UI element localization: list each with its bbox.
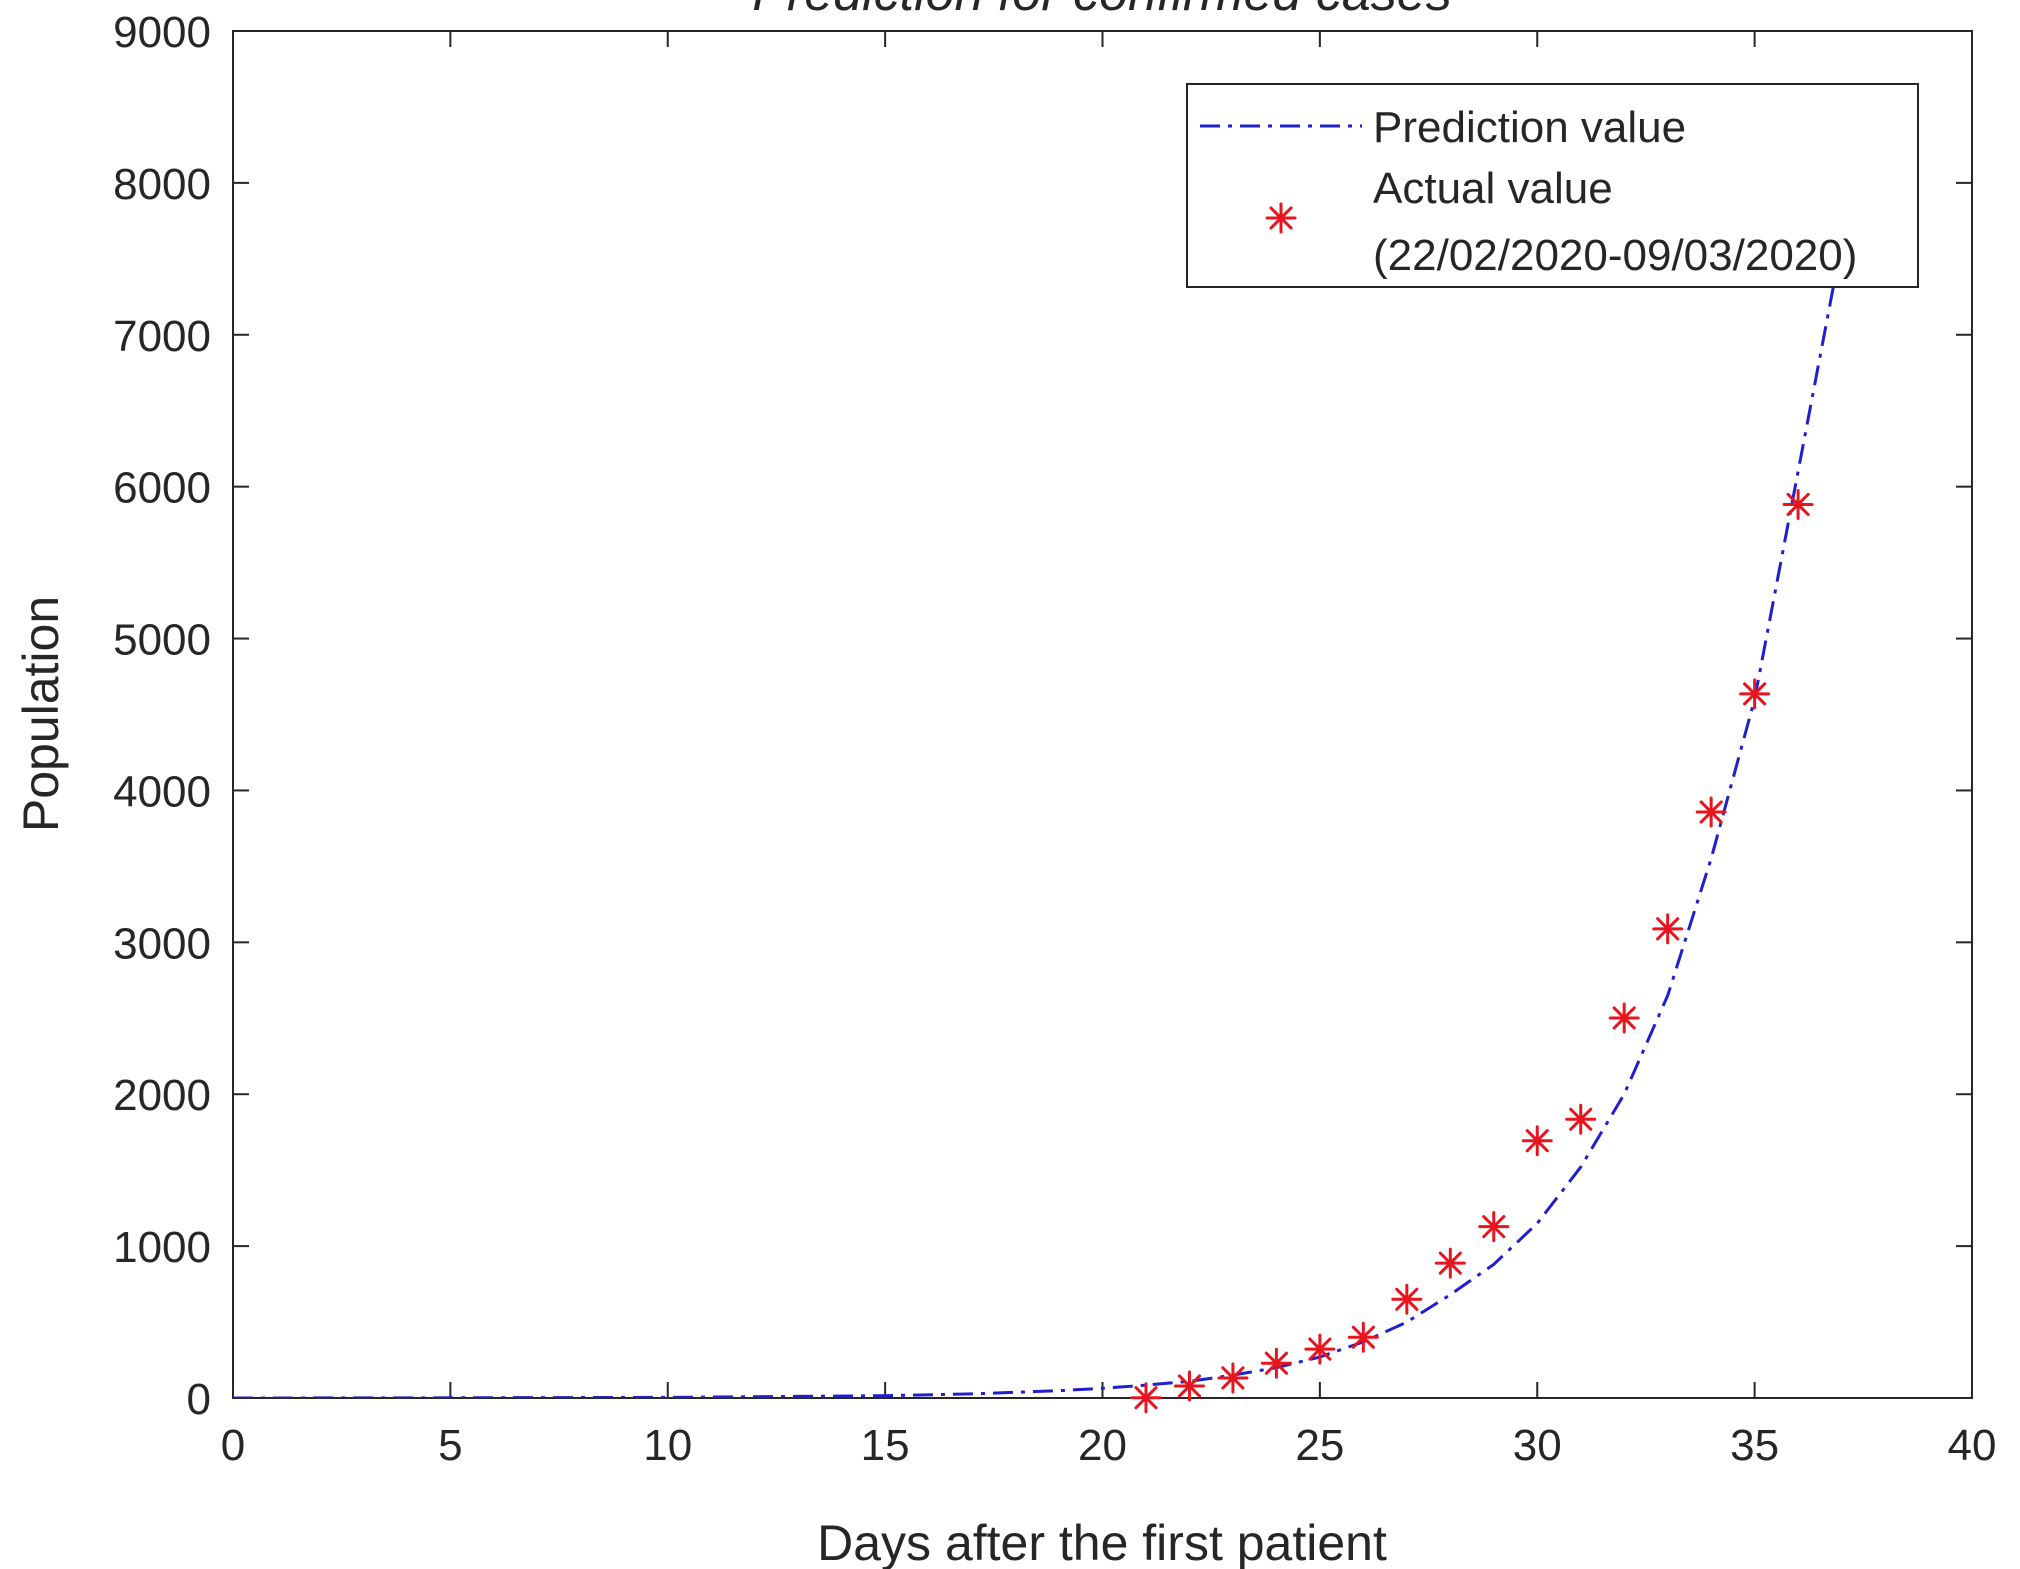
actual-point-11 <box>1608 1002 1640 1034</box>
legend-box <box>1186 83 1919 288</box>
x-tick-label-4: 20 <box>1078 1421 1127 1470</box>
actual-point-1 <box>1173 1370 1205 1402</box>
legend-actual-marker <box>1265 202 1297 234</box>
x-tick-label-6: 30 <box>1513 1421 1562 1470</box>
actual-point-15 <box>1782 488 1814 520</box>
y-tick-label-3: 3000 <box>113 919 211 968</box>
x-tick-label-1: 5 <box>438 1421 462 1470</box>
actual-point-4 <box>1304 1333 1336 1365</box>
legend: Prediction value Actual value (22/02/202… <box>1186 83 1919 288</box>
x-tick-label-3: 15 <box>861 1421 910 1470</box>
actual-point-2 <box>1217 1362 1249 1394</box>
y-tick-label-9: 9000 <box>113 8 211 57</box>
x-tick-label-2: 10 <box>643 1421 692 1470</box>
legend-prediction-label: Prediction value <box>1373 103 1686 152</box>
axis-ticks: 0 5 10 15 20 25 30 35 40 0 1000 2000 3000 4000 5000 600… <box>113 8 1996 1470</box>
legend-actual-range: (22/02/2020-09/03/2020) <box>1373 231 1857 280</box>
actual-point-5 <box>1347 1321 1379 1353</box>
y-tick-label-6: 6000 <box>113 464 211 513</box>
actual-point-7 <box>1434 1247 1466 1279</box>
actual-point-14 <box>1739 678 1771 710</box>
y-tick-label-2: 2000 <box>113 1071 211 1120</box>
prediction-line <box>233 243 1844 1398</box>
actual-point-0 <box>1130 1382 1162 1414</box>
actual-point-12 <box>1652 913 1684 945</box>
x-axis-label: Days after the first patient <box>817 1515 1387 1569</box>
y-tick-label-0: 0 <box>187 1375 211 1424</box>
actual-point-8 <box>1478 1211 1510 1243</box>
actual-point-10 <box>1565 1103 1597 1135</box>
y-tick-label-1: 1000 <box>113 1223 211 1272</box>
y-tick-label-5: 5000 <box>113 616 211 665</box>
legend-actual-asterisk <box>1265 202 1297 234</box>
actual-point-6 <box>1391 1283 1423 1315</box>
y-tick-label-8: 8000 <box>113 160 211 209</box>
y-axis-label: Population <box>13 596 69 832</box>
actual-point-3 <box>1260 1347 1292 1379</box>
y-tick-label-4: 4000 <box>113 767 211 816</box>
x-tick-label-8: 40 <box>1948 1421 1997 1470</box>
legend-actual-label: Actual value <box>1373 164 1613 213</box>
y-tick-label-7: 7000 <box>113 312 211 361</box>
actual-point-13 <box>1695 796 1727 828</box>
x-tick-label-0: 0 <box>221 1421 245 1470</box>
x-tick-label-7: 35 <box>1730 1421 1779 1470</box>
chart-title: Prediction for confirmed cases <box>752 0 1451 22</box>
actual-point-9 <box>1521 1125 1553 1157</box>
x-tick-label-5: 25 <box>1295 1421 1344 1470</box>
series-layer <box>233 243 1844 1414</box>
